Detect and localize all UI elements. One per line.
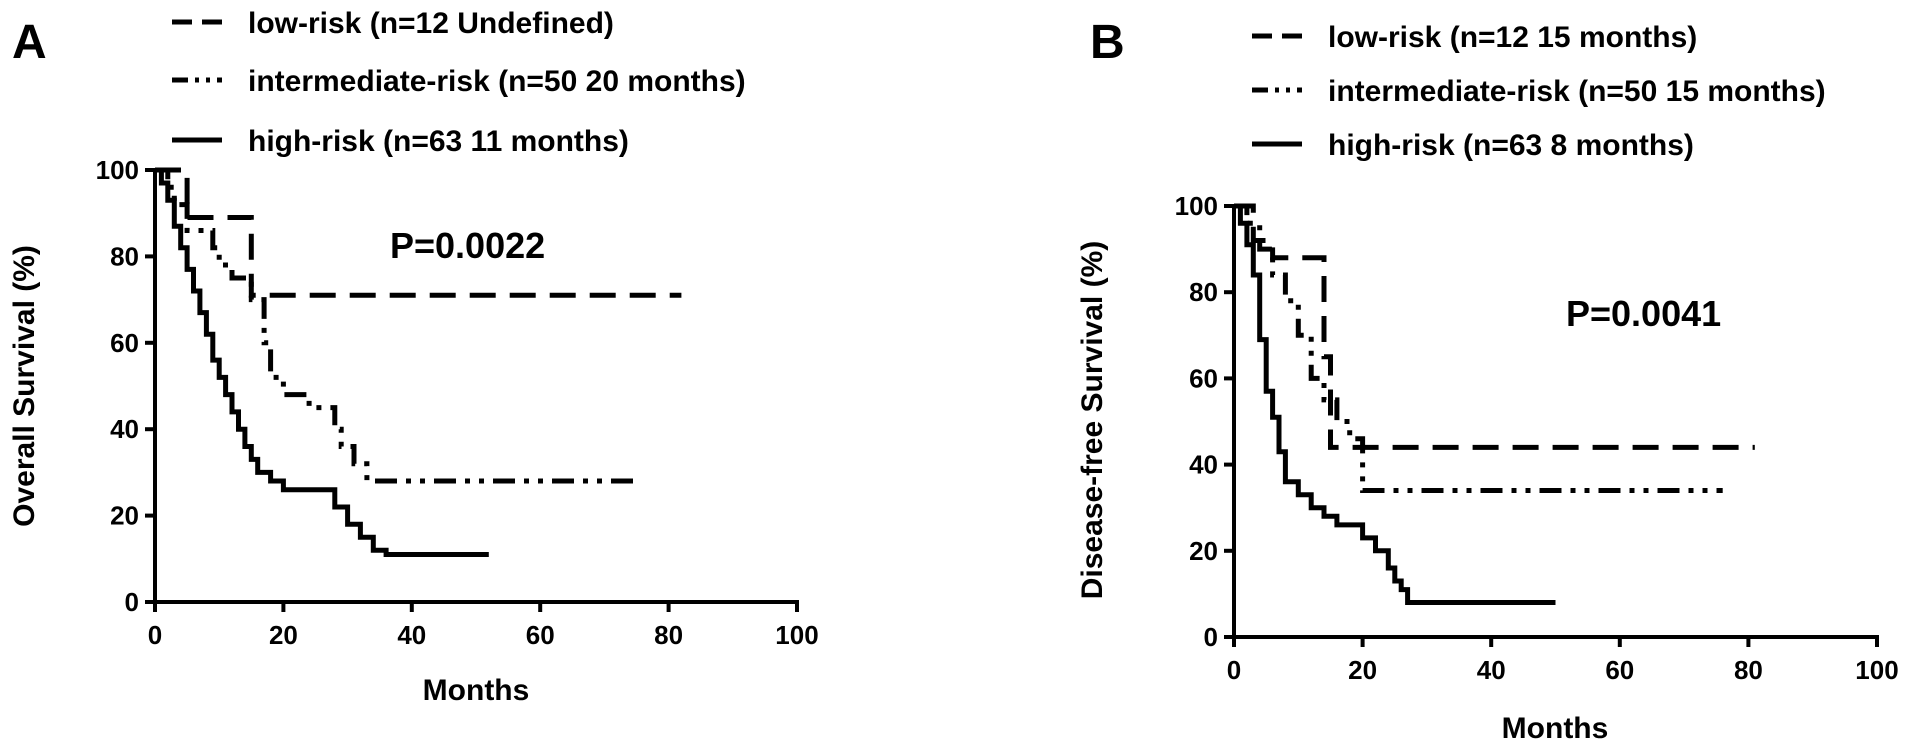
x-tick-label: 20 — [1348, 655, 1377, 685]
p-value-annotation: P=0.0041 — [1566, 293, 1721, 334]
x-axis-title: Months — [423, 674, 530, 707]
panel-a: A 0 20 40 60 80 100 0 20 40 60 80 100 Months Overall S… — [8, 7, 819, 707]
series-line-dashed — [1234, 203, 1755, 450]
x-axis-title: Months — [1502, 712, 1609, 743]
x-tick-label: 0 — [1227, 655, 1241, 685]
panel-label: B — [1090, 16, 1125, 69]
x-tick-label: 40 — [397, 620, 426, 650]
y-tick-label: 60 — [1189, 363, 1218, 393]
series-line-dash-dot-dot — [155, 167, 637, 484]
x-tick-label: 100 — [1855, 655, 1898, 685]
y-tick-label: 0 — [1204, 622, 1218, 652]
x-tick-label: 100 — [775, 620, 818, 650]
y-tick-label: 60 — [110, 328, 139, 358]
legend-entry: low-risk (n=12 15 months) — [1328, 21, 1697, 54]
y-tick-label: 80 — [1189, 277, 1218, 307]
x-tick-label: 20 — [269, 620, 298, 650]
legend-entry: intermediate-risk (n=50 20 months) — [248, 65, 746, 98]
x-tick-label: 60 — [1605, 655, 1634, 685]
y-tick-label: 40 — [1189, 450, 1218, 480]
x-tick-label: 80 — [1734, 655, 1763, 685]
y-axis-title: Disease-free Survival (%) — [1076, 241, 1109, 600]
y-tick-label: 0 — [125, 587, 139, 617]
x-tick-label: 60 — [526, 620, 555, 650]
legend-entry: high-risk (n=63 11 months) — [248, 125, 629, 158]
series-line-solid — [155, 167, 489, 557]
y-axis-title: Overall Survival (%) — [8, 245, 41, 527]
y-tick-label: 100 — [96, 155, 139, 185]
p-value-annotation: P=0.0022 — [390, 225, 545, 266]
series-line-solid — [1234, 203, 1556, 605]
panel-label: A — [12, 16, 47, 69]
x-tick-label: 0 — [148, 620, 162, 650]
x-tick-label: 80 — [654, 620, 683, 650]
y-tick-label: 40 — [110, 414, 139, 444]
y-tick-label: 100 — [1175, 191, 1218, 221]
panel-b: B 0 20 40 60 80 100 0 20 40 60 80 100 Months Disease-f… — [1076, 16, 1899, 743]
series-line-dashed — [155, 167, 682, 298]
y-tick-label: 20 — [110, 501, 139, 531]
legend-entry: high-risk (n=63 8 months) — [1328, 129, 1694, 162]
y-tick-label: 80 — [110, 241, 139, 271]
y-tick-label: 20 — [1189, 536, 1218, 566]
x-tick-label: 40 — [1477, 655, 1506, 685]
legend-entry: intermediate-risk (n=50 15 months) — [1328, 75, 1826, 108]
legend-entry: low-risk (n=12 Undefined) — [248, 7, 614, 40]
